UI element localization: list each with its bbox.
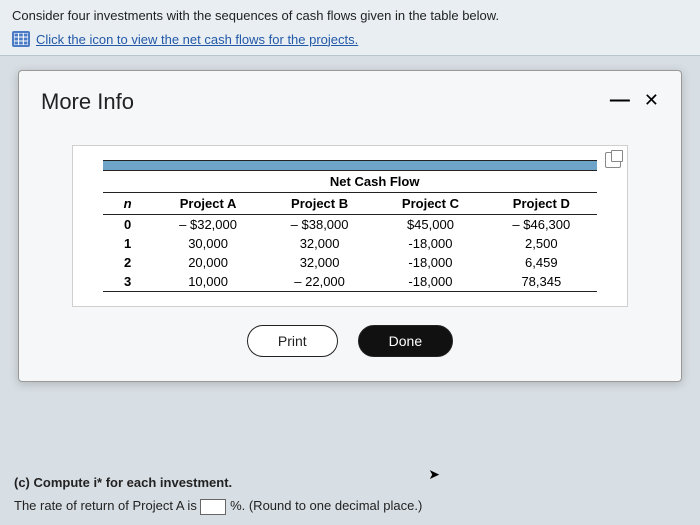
link-text[interactable]: Click the icon to view the net cash flow…: [36, 32, 358, 47]
col-a: Project A: [152, 193, 264, 215]
cursor-icon: ➤: [428, 466, 440, 483]
table-row: 0 – $32,000 – $38,000 $45,000 – $46,300: [103, 215, 597, 235]
table-body: 0 – $32,000 – $38,000 $45,000 – $46,300 …: [103, 215, 597, 292]
table-row: 3 10,000 – 22,000 -18,000 78,345: [103, 272, 597, 292]
copy-icon[interactable]: [605, 152, 621, 168]
done-button[interactable]: Done: [358, 325, 453, 357]
answer-input[interactable]: [200, 499, 226, 515]
cashflow-table: Net Cash Flow n Project A Project B Proj…: [103, 160, 597, 292]
minimize-icon[interactable]: —: [610, 89, 630, 112]
view-cashflows-link[interactable]: Click the icon to view the net cash flow…: [12, 31, 688, 47]
answer-prompt: The rate of return of Project A is %. (R…: [14, 498, 686, 515]
col-b: Project B: [264, 193, 376, 215]
modal-controls: — ✕: [610, 89, 659, 112]
part-label: (c) Compute i* for each investment.: [14, 475, 686, 490]
col-n: n: [103, 193, 152, 215]
modal-header: More Info — ✕: [41, 89, 659, 115]
cashflow-table-wrap: Net Cash Flow n Project A Project B Proj…: [72, 145, 628, 307]
problem-header: Consider four investments with the seque…: [0, 0, 700, 56]
modal-title: More Info: [41, 89, 134, 115]
table-row: 1 30,000 32,000 -18,000 2,500: [103, 234, 597, 253]
close-icon[interactable]: ✕: [644, 90, 659, 111]
table-title: Net Cash Flow: [152, 171, 597, 193]
question-section: (c) Compute i* for each investment. The …: [14, 475, 686, 515]
print-button[interactable]: Print: [247, 325, 338, 357]
table-icon: [12, 31, 30, 47]
col-c: Project C: [375, 193, 485, 215]
table-row: 2 20,000 32,000 -18,000 6,459: [103, 253, 597, 272]
modal-actions: Print Done: [41, 325, 659, 357]
col-d: Project D: [486, 193, 598, 215]
problem-intro: Consider four investments with the seque…: [12, 8, 688, 23]
more-info-modal: More Info — ✕ Net Cash Flow n Project A …: [18, 70, 682, 382]
